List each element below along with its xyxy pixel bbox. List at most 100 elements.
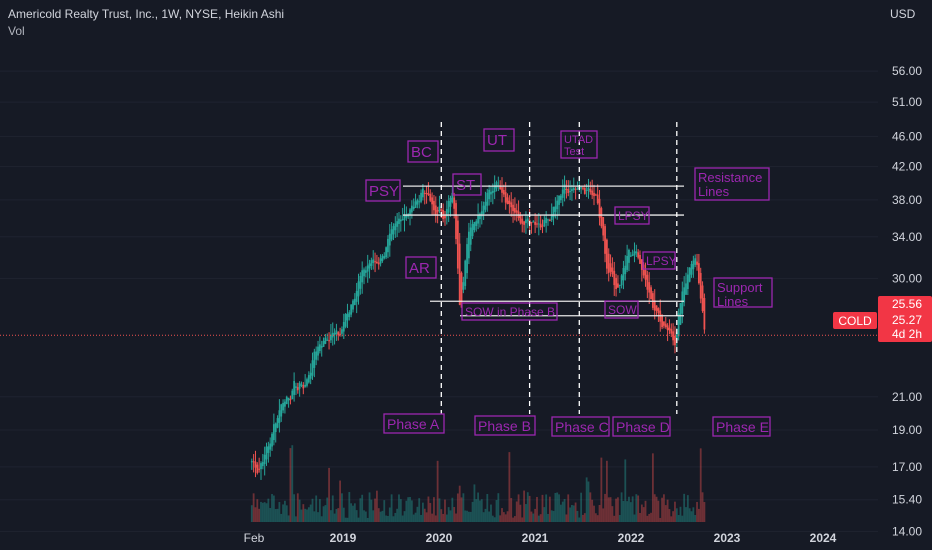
volume-bar [377, 508, 380, 522]
bc-box [407, 140, 439, 163]
candle-body [534, 221, 537, 225]
candle-body [337, 332, 340, 336]
candle-body [624, 265, 627, 275]
volume-bar [433, 497, 435, 522]
candle-body [346, 313, 349, 321]
candle-body [681, 291, 684, 314]
candle-body [701, 285, 704, 311]
volume-bar [605, 460, 608, 522]
volume-bar [376, 490, 378, 522]
volume-bar [328, 467, 330, 522]
volume-label: Vol [8, 24, 25, 38]
candle-body [381, 255, 384, 261]
volume-bar [296, 493, 299, 522]
candle-body [620, 275, 623, 286]
candle-body [703, 298, 706, 330]
support-lines-note-label: Lines [717, 294, 749, 309]
candle-body [477, 214, 479, 224]
volume-bar [565, 514, 568, 522]
candle-body [331, 332, 334, 338]
volume-bar [629, 502, 632, 522]
volume-bar [366, 517, 369, 522]
volume-bar [263, 502, 266, 522]
volume-bar [271, 494, 273, 522]
volume-bar [519, 504, 522, 522]
candle-body [605, 239, 608, 269]
volume-bar [414, 512, 417, 522]
candle-body [618, 285, 621, 287]
volume-bar [576, 510, 579, 522]
candle-body [646, 274, 649, 290]
candle-body [359, 276, 362, 289]
candle-body [306, 379, 308, 386]
candle-body [410, 205, 413, 213]
candle-body [519, 214, 522, 223]
volume-bar [407, 497, 410, 522]
candle-body [587, 187, 590, 191]
candle-body [250, 461, 253, 463]
price-axis[interactable]: 56.00 51.00 46.00 42.00 38.00 34.00 30.00 21.00… [892, 64, 922, 538]
volume-bar [352, 505, 354, 522]
volume-bar [497, 493, 500, 522]
volume-bar [593, 505, 595, 522]
candle-body [582, 187, 584, 189]
volume-bar [523, 490, 525, 522]
candle-body [425, 193, 428, 195]
candle-body [254, 461, 257, 468]
volume-bar [510, 498, 513, 522]
candle-body [512, 204, 514, 212]
candle-body [422, 188, 424, 198]
phase-d-label: Phase D [616, 419, 670, 435]
volume-bar [559, 504, 562, 522]
candle-body [420, 192, 422, 202]
volume-bar [418, 498, 421, 522]
candle-body [361, 270, 364, 283]
volume-bar [587, 481, 590, 522]
volume-bar [688, 508, 691, 522]
candle-body [455, 203, 457, 240]
time-axis[interactable]: Feb 2019 2020 2021 2022 2023 2024 [244, 531, 837, 545]
volume-bar [467, 511, 470, 522]
volume-bar [412, 514, 415, 522]
volume-bar [677, 515, 680, 522]
candle-body [256, 464, 259, 473]
volume-bar [552, 510, 555, 522]
lpsy-1-box [614, 206, 650, 225]
volume-bar [655, 496, 658, 522]
candle-body [675, 332, 678, 341]
volume-bar [381, 510, 384, 522]
utad-test-box [560, 130, 598, 159]
volume-bar [322, 506, 325, 522]
candle-body [376, 261, 378, 264]
candle-body [252, 461, 255, 463]
volume-bar [585, 477, 588, 522]
volume-bar [447, 507, 450, 522]
volume-bar [464, 510, 467, 522]
candle-body [445, 208, 448, 217]
candle-body [657, 308, 660, 313]
volume-bar [324, 505, 327, 522]
candle-body [385, 247, 388, 258]
candle-body [613, 270, 616, 286]
candle-body [615, 277, 617, 290]
candle-body [398, 218, 400, 224]
candle-body [650, 287, 652, 300]
volume-bar [300, 509, 303, 522]
volume-bar [611, 506, 614, 522]
st-box [452, 173, 482, 196]
candle-body [418, 201, 421, 203]
volume-bar [293, 494, 296, 522]
volume-bar [442, 513, 445, 522]
volume-bar [532, 513, 535, 522]
volume-bar [491, 515, 494, 522]
candle-body [282, 402, 284, 411]
volume-bar [644, 500, 647, 522]
candle-body [399, 219, 402, 222]
volume-bar [339, 480, 342, 522]
candle-body [341, 329, 343, 334]
candle-body [548, 219, 551, 221]
candle-body [412, 206, 415, 209]
volume-bar [342, 507, 345, 522]
volume-bar [528, 495, 531, 522]
